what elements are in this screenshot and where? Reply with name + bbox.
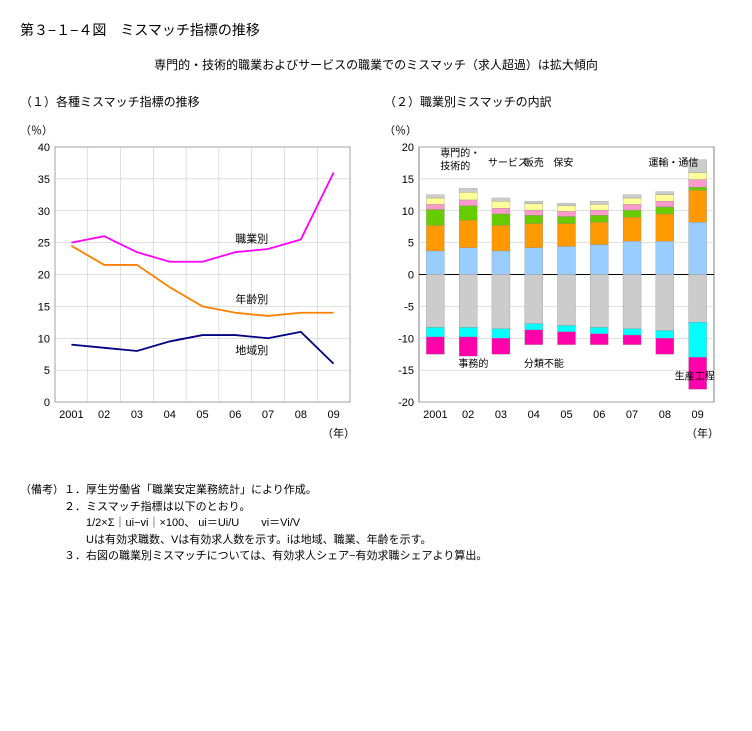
chart1-title: （１）各種ミスマッチ指標の推移	[20, 93, 368, 110]
svg-text:5: 5	[408, 238, 414, 250]
svg-text:-15: -15	[398, 365, 414, 377]
chart1-y-unit: （％）	[20, 122, 368, 138]
chart2-block: （２）職業別ミスマッチの内訳 （％） -20-15-10-50510152020…	[384, 93, 732, 442]
chart2-y-unit: （％）	[384, 122, 732, 138]
svg-text:06: 06	[593, 409, 605, 421]
svg-text:40: 40	[38, 142, 50, 154]
page-title: 第３−１−４図 ミスマッチ指標の推移	[20, 20, 732, 40]
svg-text:（年）: （年）	[686, 426, 719, 440]
svg-text:03: 03	[131, 409, 143, 421]
note-line: 1/2×Σ｜ui−vi｜×100、 ui＝Ui/U vi＝Vi/V	[20, 515, 732, 532]
svg-text:運輸・通信: 運輸・通信	[648, 156, 698, 169]
svg-text:07: 07	[626, 409, 638, 421]
svg-text:25: 25	[38, 238, 50, 250]
svg-text:-10: -10	[398, 333, 414, 345]
svg-text:職業別: 職業別	[235, 233, 268, 246]
note-line: Uは有効求職数、Vは有効求人数を示す。iは地域、職業、年齢を示す。	[20, 532, 732, 549]
chart2-title: （２）職業別ミスマッチの内訳	[384, 93, 732, 110]
svg-text:技術的: 技術的	[440, 159, 470, 172]
svg-text:04: 04	[164, 409, 176, 421]
svg-text:年齢別: 年齢別	[235, 292, 268, 306]
svg-text:0: 0	[44, 397, 50, 409]
svg-text:分類不能: 分類不能	[524, 357, 564, 370]
svg-text:02: 02	[98, 409, 110, 421]
svg-text:-5: -5	[404, 301, 414, 313]
svg-text:06: 06	[229, 409, 241, 421]
svg-text:専門的・: 専門的・	[440, 147, 480, 160]
svg-text:20: 20	[402, 142, 414, 154]
svg-text:15: 15	[38, 301, 50, 313]
svg-text:生産工程: 生産工程	[675, 370, 715, 383]
subtitle: 専門的・技術的職業およびサービスの職業でのミスマッチ（求人超過）は拡大傾向	[20, 56, 732, 73]
svg-text:10: 10	[38, 333, 50, 345]
svg-text:2001: 2001	[423, 409, 447, 421]
svg-text:10: 10	[402, 206, 414, 218]
svg-text:15: 15	[402, 174, 414, 186]
svg-text:08: 08	[659, 409, 671, 421]
svg-text:販売: 販売	[524, 156, 544, 169]
svg-text:05: 05	[560, 409, 572, 421]
charts-row: （１）各種ミスマッチ指標の推移 （％） 05101520253035402001…	[20, 93, 732, 442]
svg-text:保安: 保安	[553, 156, 573, 169]
chart1-svg: 051015202530354020010203040506070809（年）職…	[20, 142, 360, 442]
svg-text:事務的: 事務的	[458, 357, 488, 370]
svg-text:02: 02	[462, 409, 474, 421]
note-line: （備考）１．厚生労働省「職業安定業務統計」により作成。	[20, 482, 732, 499]
svg-text:サービス: サービス	[488, 157, 528, 169]
svg-text:08: 08	[295, 409, 307, 421]
chart2-svg: -20-15-10-50510152020010203040506070809（…	[384, 142, 724, 442]
svg-text:2001: 2001	[59, 409, 83, 421]
svg-text:09: 09	[691, 409, 703, 421]
note-line: ２．ミスマッチ指標は以下のとおり。	[20, 499, 732, 516]
svg-text:20: 20	[38, 270, 50, 282]
svg-text:03: 03	[495, 409, 507, 421]
note-line: ３．右図の職業別ミスマッチについては、有効求人シェア−有効求職シェアより算出。	[20, 548, 732, 565]
svg-text:30: 30	[38, 206, 50, 218]
svg-text:地域別: 地域別	[235, 344, 268, 357]
svg-text:5: 5	[44, 365, 50, 377]
svg-text:05: 05	[196, 409, 208, 421]
svg-text:35: 35	[38, 174, 50, 186]
notes: （備考）１．厚生労働省「職業安定業務統計」により作成。 ２．ミスマッチ指標は以下…	[20, 482, 732, 565]
svg-text:04: 04	[528, 409, 540, 421]
chart1-block: （１）各種ミスマッチ指標の推移 （％） 05101520253035402001…	[20, 93, 368, 442]
svg-text:09: 09	[327, 409, 339, 421]
svg-text:（年）: （年）	[322, 426, 355, 440]
svg-text:-20: -20	[398, 397, 414, 409]
svg-text:07: 07	[262, 409, 274, 421]
svg-text:0: 0	[408, 270, 414, 282]
